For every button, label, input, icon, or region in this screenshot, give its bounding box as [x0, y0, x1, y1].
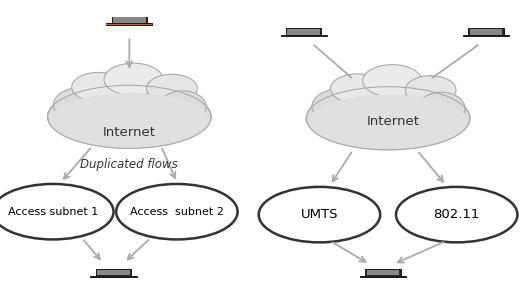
FancyBboxPatch shape	[97, 270, 130, 275]
Ellipse shape	[306, 87, 470, 150]
Ellipse shape	[104, 63, 163, 95]
Ellipse shape	[72, 72, 125, 102]
FancyBboxPatch shape	[360, 276, 406, 277]
FancyBboxPatch shape	[366, 270, 399, 275]
Text: 802.11: 802.11	[433, 208, 480, 221]
Text: Access subnet 1: Access subnet 1	[8, 207, 98, 217]
Ellipse shape	[48, 85, 211, 148]
Text: UMTS: UMTS	[300, 208, 338, 221]
FancyBboxPatch shape	[287, 29, 320, 34]
Ellipse shape	[0, 184, 114, 239]
FancyBboxPatch shape	[463, 35, 509, 36]
Ellipse shape	[331, 74, 383, 103]
Ellipse shape	[418, 92, 465, 125]
Ellipse shape	[396, 187, 517, 242]
FancyBboxPatch shape	[90, 276, 137, 277]
FancyBboxPatch shape	[111, 17, 147, 23]
Ellipse shape	[406, 76, 456, 104]
Ellipse shape	[259, 187, 380, 242]
Ellipse shape	[308, 95, 468, 150]
Ellipse shape	[159, 91, 206, 123]
Text: Duplicated flows: Duplicated flows	[80, 159, 178, 171]
Ellipse shape	[53, 87, 110, 123]
Ellipse shape	[147, 74, 197, 102]
FancyBboxPatch shape	[286, 28, 322, 35]
FancyBboxPatch shape	[469, 29, 502, 34]
Ellipse shape	[116, 184, 238, 239]
FancyBboxPatch shape	[365, 269, 401, 276]
Text: Access  subnet 2: Access subnet 2	[130, 207, 224, 217]
Text: Internet: Internet	[103, 126, 156, 139]
FancyBboxPatch shape	[113, 17, 146, 23]
FancyBboxPatch shape	[468, 28, 504, 35]
Text: Internet: Internet	[367, 115, 420, 128]
Ellipse shape	[312, 89, 369, 124]
FancyBboxPatch shape	[96, 269, 131, 276]
Ellipse shape	[363, 65, 422, 97]
FancyBboxPatch shape	[106, 23, 153, 25]
FancyBboxPatch shape	[280, 35, 327, 36]
FancyBboxPatch shape	[106, 24, 153, 25]
Ellipse shape	[50, 93, 209, 148]
